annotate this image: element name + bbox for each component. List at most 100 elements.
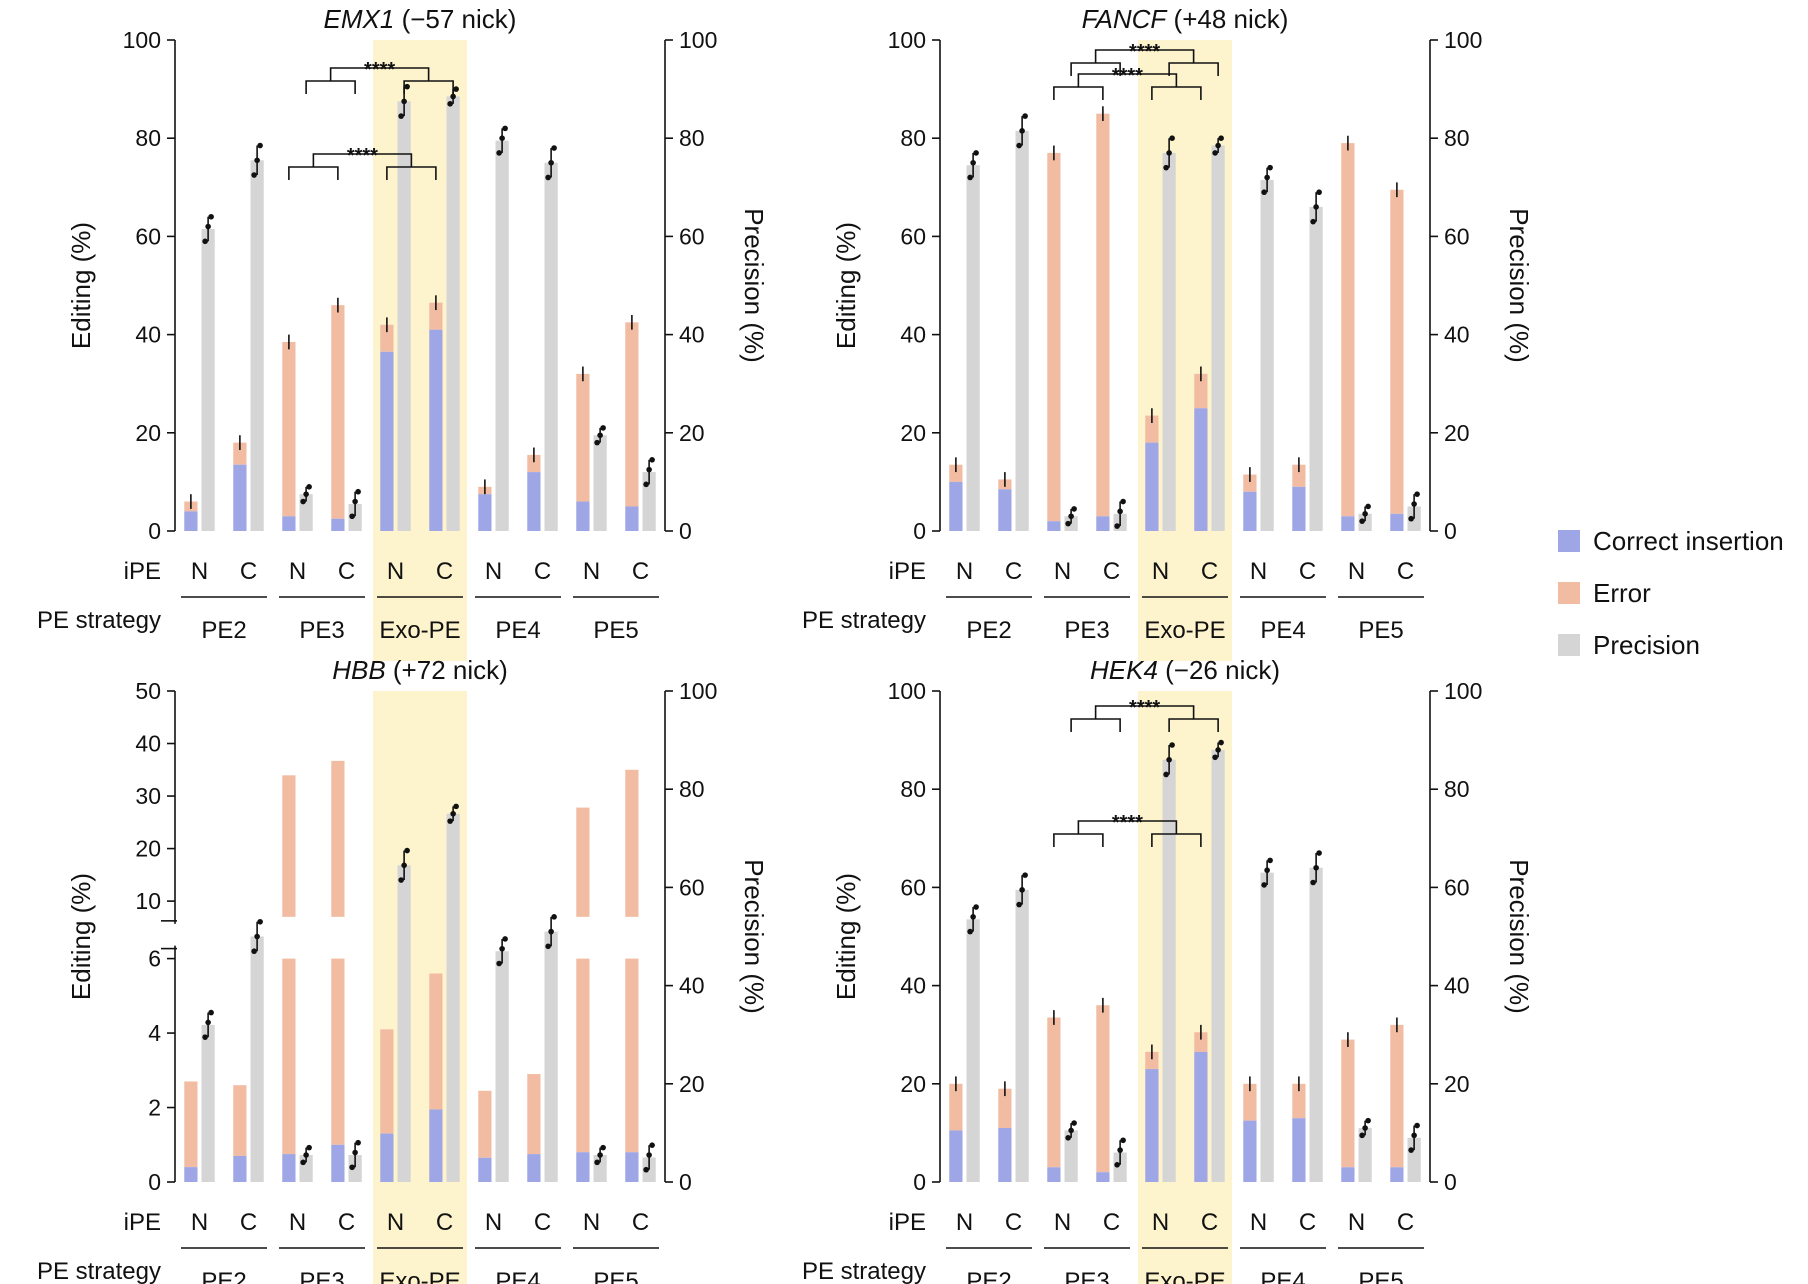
data-point <box>970 914 976 920</box>
y2-tick-label: 20 <box>679 1071 705 1097</box>
strategy-label: Exo-PE <box>1144 1268 1225 1284</box>
data-point <box>453 86 459 92</box>
ipe-label: N <box>191 1209 208 1236</box>
bar-precision <box>1260 872 1274 1182</box>
bar-error <box>1047 1017 1061 1168</box>
bar-precision <box>1064 1130 1078 1182</box>
bar-precision <box>1162 759 1176 1182</box>
bar-error <box>282 775 296 917</box>
bar-error <box>1341 143 1355 517</box>
y-tick-label: 80 <box>135 125 161 151</box>
y-tick-label: 0 <box>148 1169 161 1195</box>
data-point <box>973 150 979 156</box>
y2-tick-label: 40 <box>679 973 705 999</box>
data-point <box>306 1144 312 1151</box>
bar-correct-insertion <box>1292 1118 1306 1182</box>
ipe-label: C <box>1005 1209 1022 1236</box>
y-tick-label: 40 <box>900 973 926 999</box>
data-point <box>352 1149 358 1156</box>
row-label-pe-strategy: PE strategy <box>802 607 926 634</box>
bar-error <box>1194 373 1208 409</box>
data-point <box>1169 135 1175 141</box>
y-axis-label: Editing (%) <box>831 222 861 349</box>
bar-error <box>576 958 590 1153</box>
bar-error <box>625 322 639 507</box>
data-point <box>401 98 407 105</box>
bar-correct-insertion <box>184 1167 198 1182</box>
data-point <box>597 432 603 439</box>
bar-precision <box>593 435 607 531</box>
row-label-ipe: iPE <box>889 558 926 585</box>
bracket-top <box>1077 820 1178 834</box>
data-point <box>450 93 456 100</box>
data-point <box>1316 189 1322 196</box>
y-tick-label: 6 <box>148 946 161 972</box>
data-point <box>1022 872 1028 878</box>
data-point <box>1065 520 1071 527</box>
ipe-label: C <box>632 1209 649 1236</box>
data-point <box>257 142 263 149</box>
data-point <box>208 213 214 220</box>
data-point <box>1117 1147 1123 1153</box>
y-tick-label: 60 <box>900 874 926 900</box>
ipe-label: N <box>485 558 502 585</box>
y2-tick-label: 20 <box>1444 1071 1470 1097</box>
data-point <box>970 159 976 166</box>
bar-correct-insertion <box>331 518 345 531</box>
strategy-label: PE5 <box>593 1268 638 1284</box>
bar-precision <box>495 140 509 531</box>
data-point <box>254 157 260 164</box>
ipe-label: C <box>338 1209 355 1236</box>
data-point <box>973 904 979 910</box>
y-tick-label: 20 <box>900 420 926 446</box>
data-point <box>496 150 502 156</box>
bar-correct-insertion <box>1341 516 1355 531</box>
bar-precision <box>966 165 980 531</box>
significance-stars: **** <box>364 59 395 81</box>
data-point <box>499 945 505 952</box>
significance-stars: **** <box>1129 41 1160 63</box>
ipe-label: N <box>289 1209 306 1236</box>
bar-error <box>1145 415 1159 443</box>
bar-precision <box>397 865 411 1182</box>
data-point <box>1313 204 1319 210</box>
data-point <box>1408 515 1414 522</box>
bar-precision <box>1015 130 1029 531</box>
row-label-ipe: iPE <box>124 1209 161 1236</box>
data-point <box>251 948 257 955</box>
ipe-label: C <box>1201 558 1218 585</box>
row-label-ipe: iPE <box>124 558 161 585</box>
row-label-pe-strategy: PE strategy <box>802 1258 926 1284</box>
data-point <box>967 174 973 181</box>
data-point <box>502 125 508 132</box>
ipe-label: C <box>534 558 551 585</box>
data-point <box>1114 523 1120 529</box>
y2-axis-label: Precision (%) <box>1504 859 1534 1014</box>
data-point <box>1163 164 1169 171</box>
chart-panel-fancf: 0 20 40 60 80 100 0 20 40 60 80 100 Editing (%) Preci… <box>802 4 1534 661</box>
legend: Correct insertion Error Precision <box>1558 526 1784 660</box>
data-point <box>251 172 257 178</box>
bar-correct-insertion <box>478 1157 492 1182</box>
y2-tick-label: 100 <box>679 678 717 704</box>
ipe-label: N <box>1152 1209 1169 1236</box>
bar-precision <box>1211 145 1225 531</box>
ipe-label: C <box>436 558 453 585</box>
data-point <box>551 914 557 920</box>
bar-correct-insertion <box>527 472 541 531</box>
bar-precision <box>446 96 460 531</box>
bar-error <box>1243 474 1257 492</box>
bar-correct-insertion <box>1243 491 1257 531</box>
data-point <box>1267 164 1273 171</box>
bar-correct-insertion <box>1390 513 1404 531</box>
ipe-label: C <box>1005 558 1022 585</box>
bar-error <box>1096 1005 1110 1173</box>
bar-precision <box>495 951 509 1182</box>
significance-bracket: **** <box>1070 697 1219 732</box>
y-tick-label: 0 <box>148 518 161 544</box>
data-point <box>1120 1137 1126 1144</box>
bar-correct-insertion <box>1390 1167 1404 1182</box>
bar-precision <box>201 229 215 531</box>
data-point <box>1310 218 1316 225</box>
bar-error <box>998 1088 1012 1128</box>
